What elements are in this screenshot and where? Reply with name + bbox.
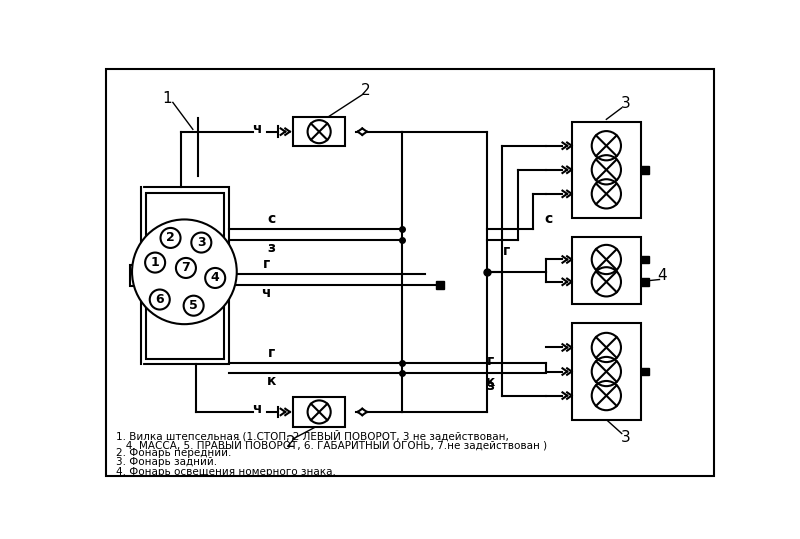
Bar <box>293 117 346 146</box>
Bar <box>130 265 141 286</box>
Circle shape <box>176 258 196 278</box>
Bar <box>641 278 649 286</box>
Text: г: г <box>502 244 510 258</box>
Text: 2. Фонарь передний.: 2. Фонарь передний. <box>116 448 231 458</box>
Text: ч: ч <box>252 402 262 416</box>
Circle shape <box>191 232 211 253</box>
Text: ч: ч <box>252 122 262 136</box>
Text: 5: 5 <box>190 299 198 312</box>
Text: з: з <box>487 378 495 392</box>
Circle shape <box>150 289 170 309</box>
Bar <box>641 166 649 174</box>
Bar <box>141 187 229 364</box>
Bar <box>572 237 641 304</box>
Text: 4: 4 <box>211 272 219 285</box>
Text: 7: 7 <box>182 261 190 274</box>
Text: 3: 3 <box>621 430 630 445</box>
Circle shape <box>161 228 181 248</box>
Text: ч: ч <box>262 286 270 300</box>
Text: 4: 4 <box>658 268 667 283</box>
Bar <box>572 122 641 218</box>
Text: к: к <box>486 375 495 389</box>
Text: 3: 3 <box>197 236 206 249</box>
Circle shape <box>184 296 204 316</box>
Text: г: г <box>268 345 275 360</box>
Text: 3: 3 <box>621 96 630 112</box>
Text: 2: 2 <box>361 84 370 98</box>
Text: з: з <box>267 241 275 255</box>
Text: с: с <box>545 212 553 226</box>
Text: к: к <box>266 374 276 388</box>
Circle shape <box>205 268 226 288</box>
Text: 4. МАССА, 5. ПРАВЫЙ ПОВОРОТ, 6. ГАБАРИТНЫЙ ОГОНЬ, 7.не задействован ): 4. МАССА, 5. ПРАВЫЙ ПОВОРОТ, 6. ГАБАРИТН… <box>116 439 547 451</box>
Text: г: г <box>262 257 270 271</box>
Text: 1. Вилка штепсельная (1.СТОП, 2 ЛЕВЫЙ ПОВОРОТ, 3 не задействован,: 1. Вилка штепсельная (1.СТОП, 2 ЛЕВЫЙ ПО… <box>116 430 509 441</box>
Text: с: с <box>267 212 275 226</box>
Text: 1: 1 <box>150 256 159 269</box>
Bar <box>146 192 224 359</box>
Text: г: г <box>487 355 494 369</box>
Bar <box>641 368 649 375</box>
Bar <box>436 281 444 289</box>
Bar <box>641 255 649 264</box>
Circle shape <box>145 253 165 273</box>
Circle shape <box>132 219 237 324</box>
Text: 1: 1 <box>162 91 172 106</box>
Text: 2: 2 <box>286 436 295 450</box>
Text: 2: 2 <box>166 231 175 244</box>
Bar <box>572 323 641 420</box>
Text: 4. Фонарь освещения номерного знака.: 4. Фонарь освещения номерного знака. <box>116 467 336 476</box>
Text: 3. Фонарь задний.: 3. Фонарь задний. <box>116 458 217 467</box>
Bar <box>293 397 346 426</box>
Text: 6: 6 <box>155 293 164 306</box>
